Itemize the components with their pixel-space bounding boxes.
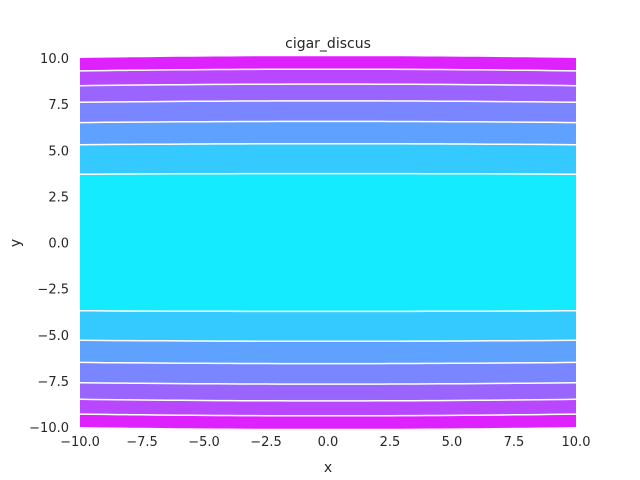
contour-line-upper-5 bbox=[79, 68, 577, 72]
x-tick-label: 2.5 bbox=[380, 435, 401, 450]
contour-line-upper-4 bbox=[79, 83, 577, 87]
x-axis-label: x bbox=[324, 460, 332, 476]
contour-fill-layer bbox=[80, 56, 576, 429]
contour-line-upper-0 bbox=[80, 172, 576, 175]
contour-line-lower-3 bbox=[79, 381, 577, 385]
x-tick-label: 5.0 bbox=[442, 435, 463, 450]
contour-line-lower-5 bbox=[79, 413, 577, 417]
y-tick-label: −7.5 bbox=[37, 375, 69, 390]
x-tick-label: 10.0 bbox=[562, 435, 591, 450]
x-tick-label: 0.0 bbox=[318, 435, 339, 450]
y-tick-label: −10.0 bbox=[29, 421, 69, 436]
contour-line-upper-1 bbox=[79, 142, 577, 146]
contour-line-upper-3 bbox=[79, 100, 577, 104]
y-axis-label: y bbox=[8, 239, 24, 247]
contour-line-layer bbox=[79, 68, 577, 417]
contour-line-lower-2 bbox=[79, 361, 577, 365]
x-tick-label: −5.0 bbox=[188, 435, 220, 450]
y-tick-label: 2.5 bbox=[48, 190, 69, 205]
contour-line-lower-4 bbox=[79, 398, 577, 402]
y-tick-label: −2.5 bbox=[37, 283, 69, 298]
x-tick-labels: −10.0 −7.5 −5.0 −2.5 0.0 2.5 5.0 7.5 10.0 bbox=[60, 435, 590, 450]
chart-title: cigar_discus bbox=[285, 36, 371, 52]
x-tick-label: −10.0 bbox=[60, 435, 100, 450]
contour-line-lower-1 bbox=[79, 339, 577, 343]
y-tick-label: 7.5 bbox=[48, 98, 69, 113]
x-tick-label: −2.5 bbox=[250, 435, 282, 450]
contour-line-upper-2 bbox=[79, 120, 577, 124]
y-tick-labels: −10.0 −7.5 −5.0 −2.5 0.0 2.5 5.0 7.5 10.0 bbox=[29, 52, 69, 436]
x-tick-label: −7.5 bbox=[126, 435, 158, 450]
y-tick-label: 5.0 bbox=[48, 144, 69, 159]
contour-line-lower-0 bbox=[80, 310, 576, 313]
y-tick-label: 10.0 bbox=[40, 52, 69, 67]
y-tick-label: 0.0 bbox=[48, 237, 69, 252]
contour-band-6 bbox=[80, 173, 576, 312]
y-tick-label: −5.0 bbox=[37, 329, 69, 344]
x-tick-label: 7.5 bbox=[504, 435, 525, 450]
